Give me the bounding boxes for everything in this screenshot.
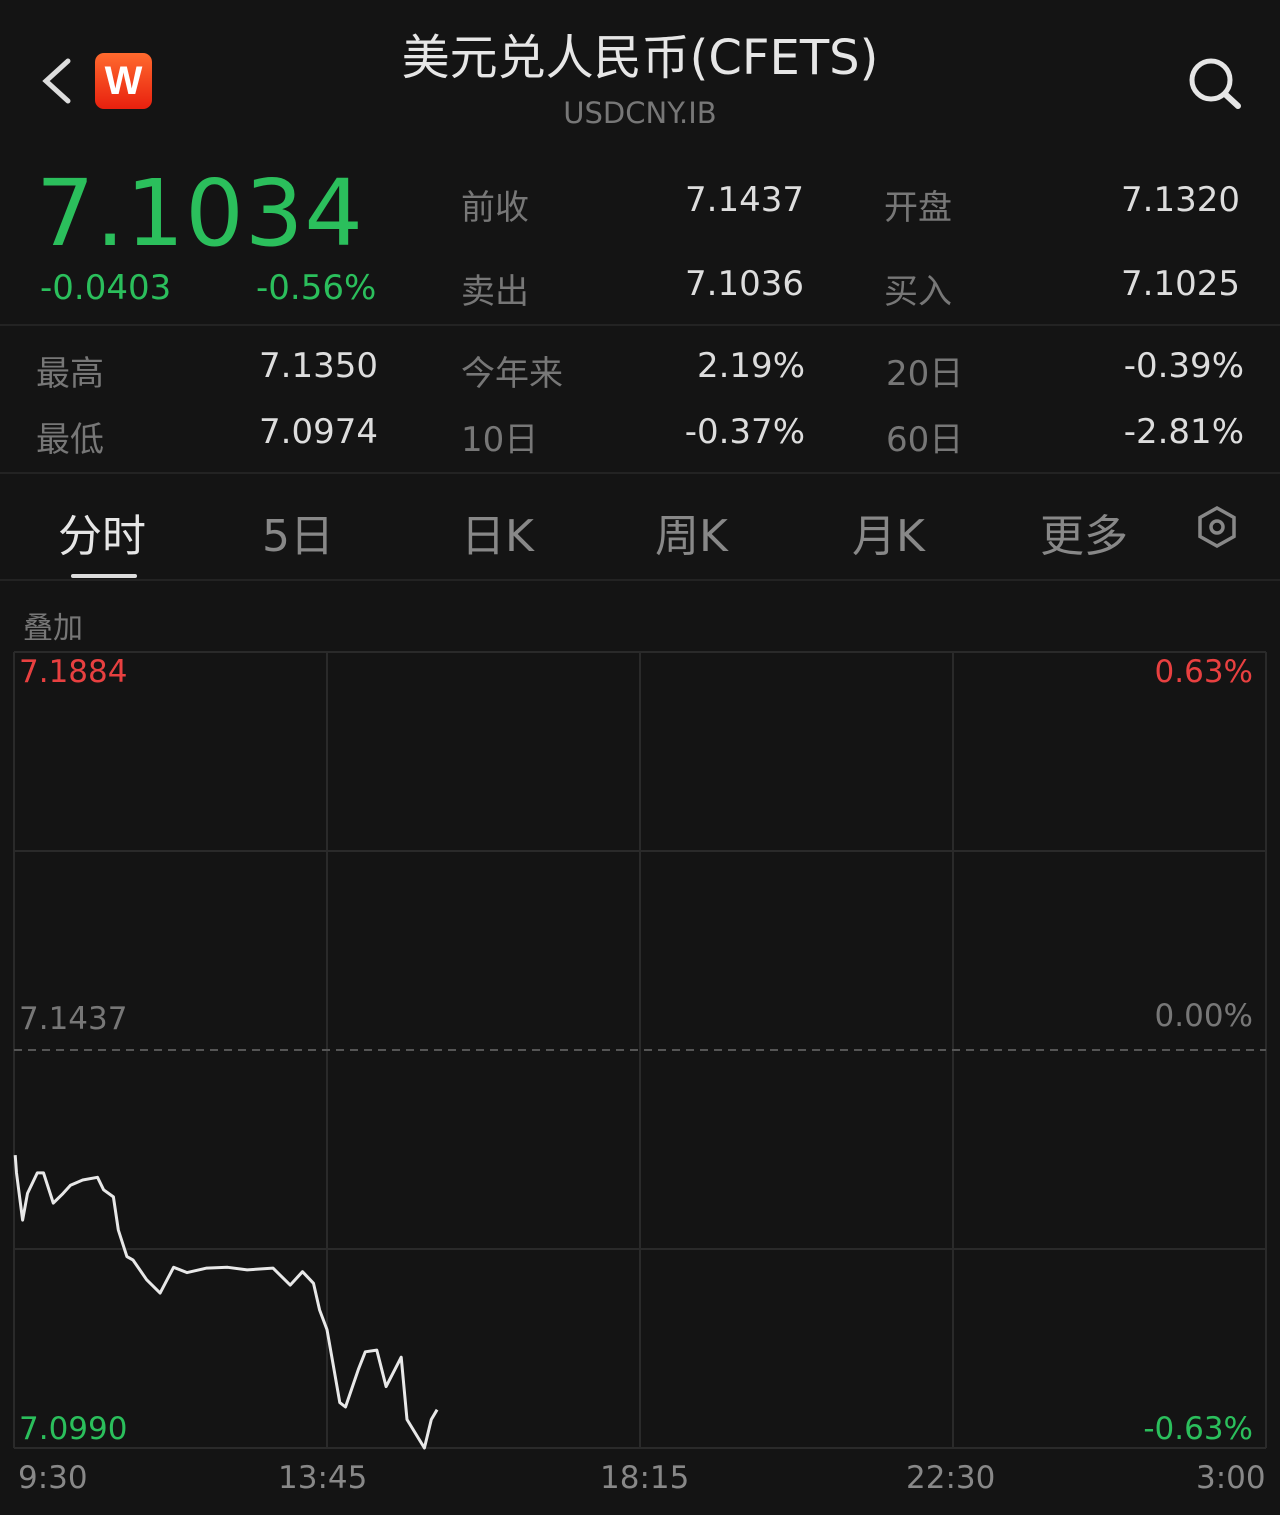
y-label-high: 7.1884 xyxy=(19,654,128,690)
range-value: -0.39% xyxy=(1123,346,1244,386)
last-price: 7.1034 xyxy=(36,160,364,267)
range-label: 今年来 xyxy=(461,354,563,394)
stat-label: 前收 xyxy=(461,188,529,228)
tab-weekly-k[interactable]: 周K xyxy=(655,511,728,562)
app-logo[interactable]: W xyxy=(95,53,152,109)
stat-value: 7.1437 xyxy=(685,180,804,220)
tab-more[interactable]: 更多 xyxy=(1040,511,1128,562)
x-tick: 22:30 xyxy=(906,1460,996,1496)
stat-label: 开盘 xyxy=(884,188,952,228)
range-label: 20日 xyxy=(886,354,964,394)
tab-intraday[interactable]: 分时 xyxy=(58,511,146,562)
tab-daily-k[interactable]: 日K xyxy=(461,511,534,562)
stat-value: 7.1025 xyxy=(1121,264,1240,304)
range-label: 最高 xyxy=(36,354,104,394)
y-label-ref: 7.1437 xyxy=(19,1001,128,1037)
y-label-pct-high: 0.63% xyxy=(1154,654,1253,690)
intraday-chart xyxy=(13,651,1267,1450)
stat-label: 买入 xyxy=(884,272,952,312)
divider xyxy=(0,324,1280,326)
search-icon[interactable] xyxy=(1185,55,1245,111)
stat-value: 7.1320 xyxy=(1121,180,1240,220)
page-title: 美元兑人民币(CFETS) xyxy=(401,30,879,86)
ticker-code: USDCNY.IB xyxy=(563,96,717,130)
stat-label: 卖出 xyxy=(461,272,529,312)
x-tick: 18:15 xyxy=(600,1460,690,1496)
y-label-pct-ref: 0.00% xyxy=(1154,998,1253,1034)
price-change: -0.0403 xyxy=(40,268,172,308)
tab-5day[interactable]: 5日 xyxy=(262,511,334,562)
range-value: -0.37% xyxy=(684,412,805,452)
range-value: 7.0974 xyxy=(259,412,378,452)
gear-icon[interactable] xyxy=(1195,505,1239,549)
stat-value: 7.1036 xyxy=(685,264,804,304)
range-label: 最低 xyxy=(36,420,104,460)
x-tick: 3:00 xyxy=(1196,1460,1266,1496)
x-tick: 13:45 xyxy=(278,1460,368,1496)
range-value: 7.1350 xyxy=(259,346,378,386)
divider xyxy=(0,472,1280,474)
price-line xyxy=(13,1154,439,1450)
tab-monthly-k[interactable]: 月K xyxy=(852,511,925,562)
back-chevron-icon[interactable] xyxy=(38,55,78,107)
price-change-pct: -0.56% xyxy=(256,268,377,308)
range-value: -2.81% xyxy=(1123,412,1244,452)
divider xyxy=(0,579,1280,581)
x-tick: 9:30 xyxy=(18,1460,88,1496)
active-tab-indicator xyxy=(71,574,137,578)
y-label-low: 7.0990 xyxy=(19,1411,128,1447)
range-value: 2.19% xyxy=(696,346,805,386)
overlay-button[interactable]: 叠加 xyxy=(23,611,83,646)
range-label: 10日 xyxy=(461,420,539,460)
range-label: 60日 xyxy=(886,420,964,460)
y-label-pct-low: -0.63% xyxy=(1143,1411,1253,1447)
